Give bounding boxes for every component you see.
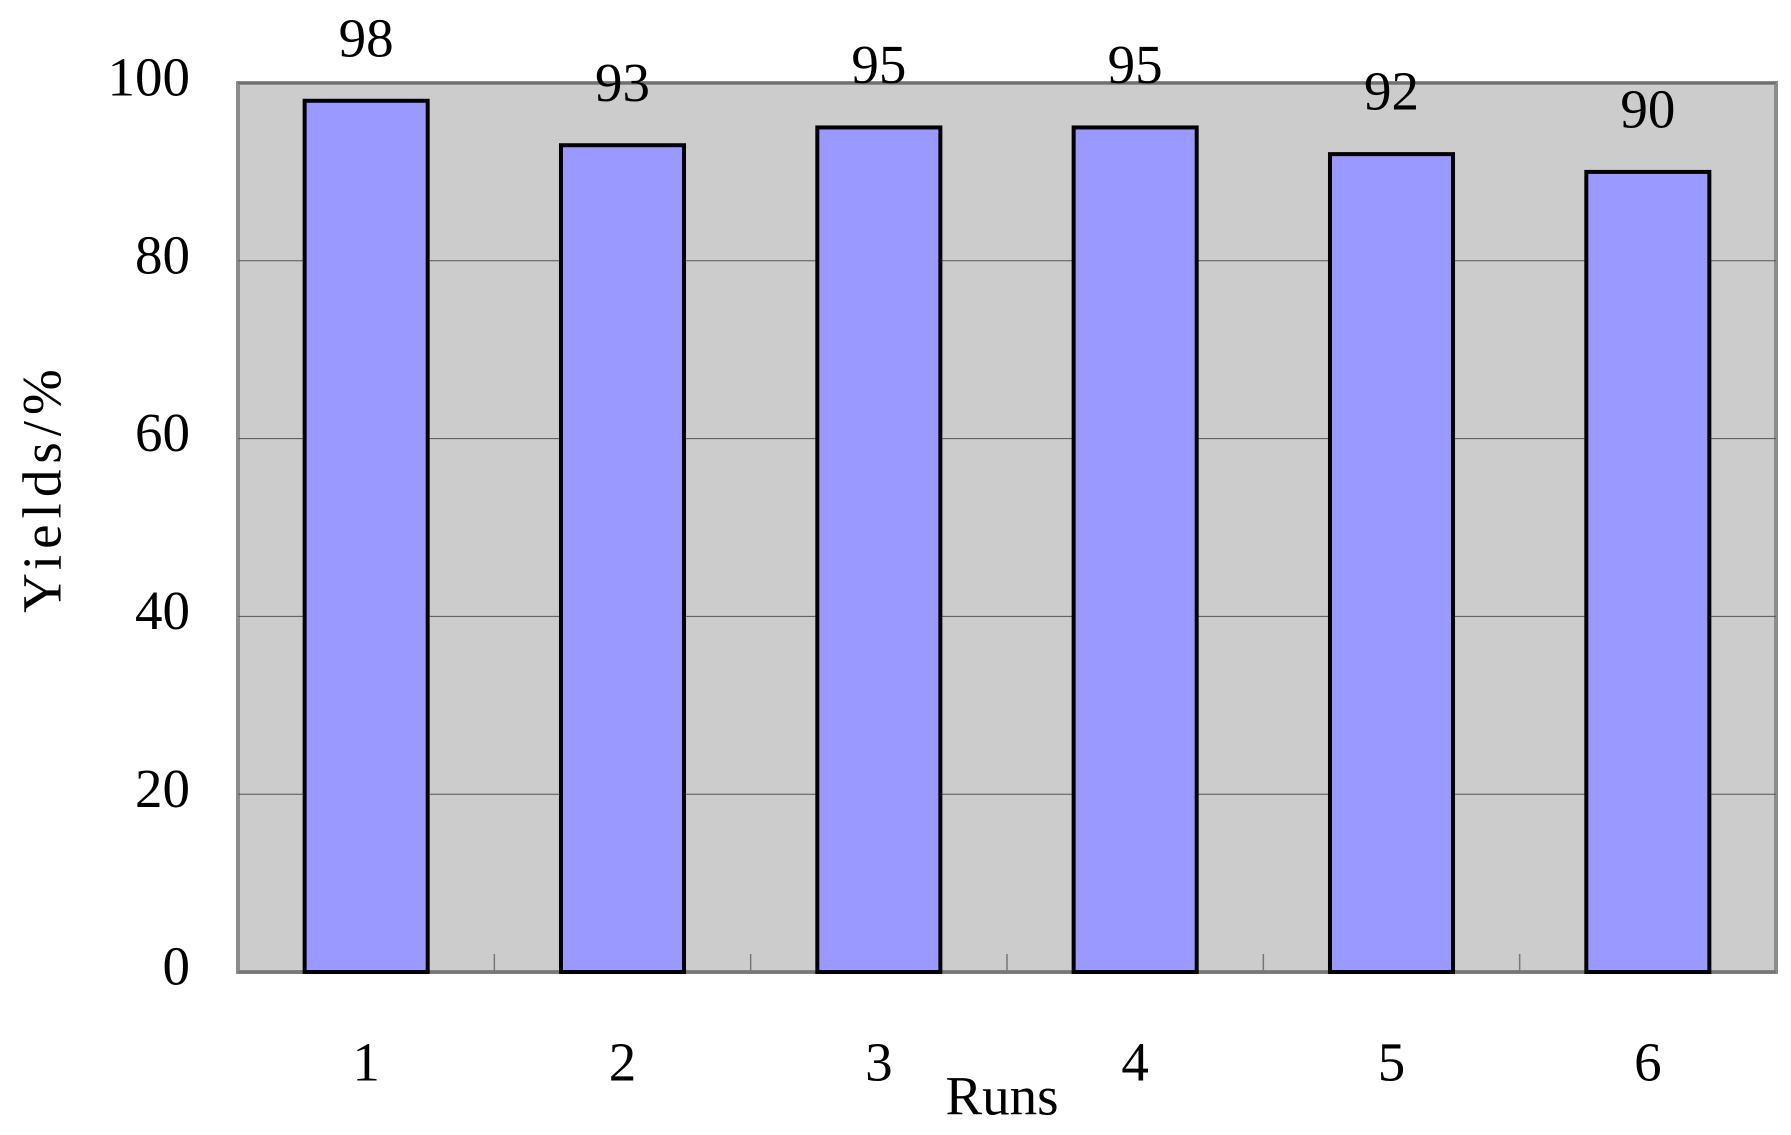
x-tick-label: 3 — [865, 1032, 893, 1093]
data-label: 92 — [1364, 61, 1419, 122]
y-tick-label: 100 — [108, 47, 191, 108]
x-tick-label: 5 — [1378, 1032, 1406, 1093]
y-tick-label: 60 — [135, 402, 190, 463]
plot-area — [236, 81, 1778, 974]
data-label: 98 — [339, 7, 394, 68]
x-axis-label: Runs — [945, 1066, 1058, 1127]
x-tick-label: 4 — [1121, 1032, 1149, 1093]
x-tick-label: 1 — [352, 1032, 380, 1093]
y-axis-label: Yields/% — [12, 363, 73, 613]
data-label: 95 — [851, 34, 906, 95]
data-label: 90 — [1620, 79, 1675, 140]
bar — [1071, 125, 1199, 974]
data-label: 95 — [1108, 34, 1163, 95]
bar — [1584, 169, 1712, 974]
y-tick-label: 80 — [135, 224, 190, 285]
bar — [558, 143, 687, 975]
x-tick-label: 2 — [609, 1032, 637, 1093]
y-tick-label: 0 — [163, 936, 191, 997]
data-label: 93 — [595, 52, 650, 113]
x-tick-label: 6 — [1634, 1032, 1662, 1093]
y-tick-label: 40 — [135, 580, 190, 641]
bar — [1327, 152, 1456, 974]
bar — [302, 98, 430, 974]
y-tick-label: 20 — [135, 758, 190, 819]
bar — [815, 125, 943, 974]
